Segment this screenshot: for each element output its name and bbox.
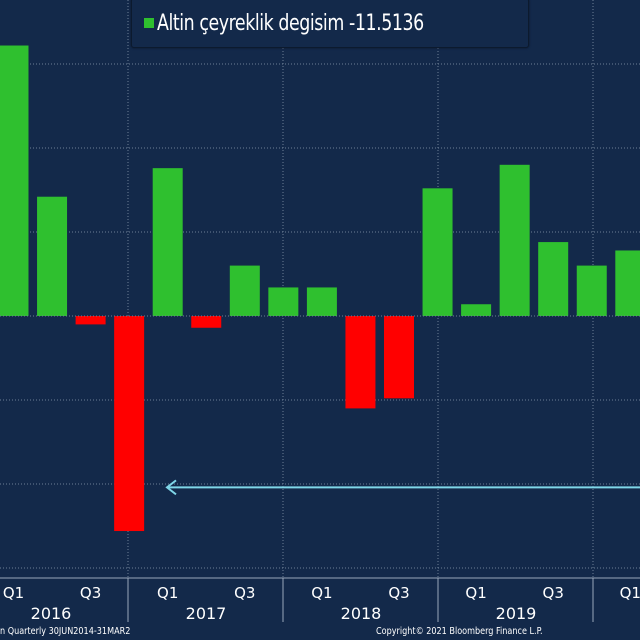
quarter-tick-label: Q1 <box>3 584 24 602</box>
bar <box>576 265 607 316</box>
bar <box>384 316 414 399</box>
bar <box>615 250 640 316</box>
quarter-tick-label: Q1 <box>465 584 486 602</box>
quarter-tick-label: Q3 <box>80 584 101 602</box>
quarter-tick-label: Q1 <box>620 584 640 602</box>
footer-copyright: Copyright© 2021 Bloomberg Finance L.P. <box>376 626 543 637</box>
year-label: 2017 <box>186 604 227 623</box>
quarter-tick-label: Q1 <box>311 584 332 602</box>
year-label: 2019 <box>496 604 537 623</box>
legend-swatch <box>144 18 154 28</box>
bar <box>37 196 68 316</box>
quarter-tick-label: Q3 <box>388 584 409 602</box>
bar <box>268 287 299 316</box>
bar <box>229 265 260 316</box>
quarter-tick-label: Q1 <box>157 584 178 602</box>
bar <box>422 188 453 316</box>
legend: Altin çeyreklik degisim -11.5136 <box>131 0 529 48</box>
quarter-tick-label: Q3 <box>543 584 564 602</box>
bar <box>306 287 337 316</box>
bar <box>345 316 376 409</box>
footer-range: n Quarterly 30JUN2014-31MAR2 <box>0 626 131 637</box>
year-label: 2018 <box>341 604 382 623</box>
bar <box>75 316 106 325</box>
year-label: 2016 <box>31 604 72 623</box>
bar <box>499 164 530 316</box>
legend-label: Altin çeyreklik degisim -11.5136 <box>157 10 424 36</box>
bar <box>191 316 222 328</box>
bar <box>114 316 145 532</box>
bar <box>538 242 569 316</box>
bar <box>0 45 29 317</box>
bar <box>152 168 183 316</box>
bar <box>461 304 492 316</box>
quarter-tick-label: Q3 <box>234 584 255 602</box>
reference-arrow-head <box>165 479 177 496</box>
